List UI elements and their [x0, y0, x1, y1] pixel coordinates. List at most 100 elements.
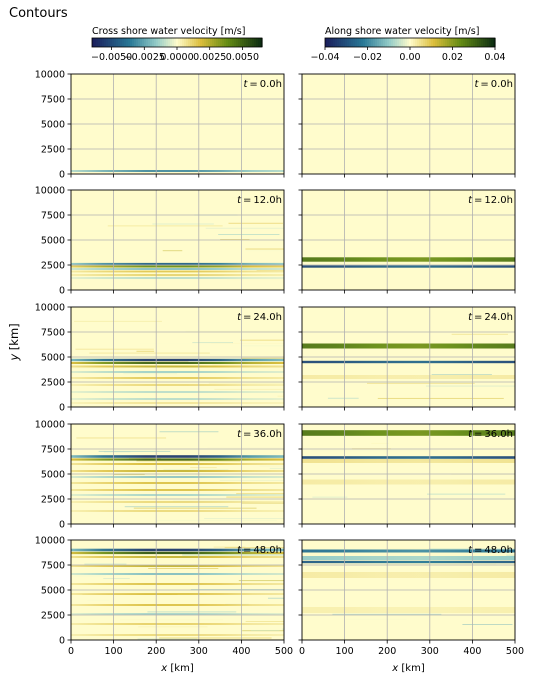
colorbar-tick-label: 0.0025 — [193, 52, 226, 63]
field-stripe — [388, 563, 496, 564]
y-tick-label: 10000 — [35, 536, 65, 547]
y-tick-label: 2500 — [41, 495, 65, 506]
field-stripe — [160, 431, 219, 432]
field-band — [71, 366, 284, 368]
panel-r4-c0: 0 100 200 300 400 500025005000750010000t = 48… — [35, 536, 344, 658]
field-stripe — [147, 611, 236, 612]
field-stripe — [346, 619, 407, 620]
field-band — [71, 170, 284, 172]
field-band — [71, 362, 284, 364]
colorbar-tick-label: 0.02 — [442, 52, 463, 63]
y-tick-label: 5000 — [41, 353, 65, 364]
field-stripe — [75, 349, 153, 350]
colorbar-cross-shore: Cross shore water velocity [m/s] −0.0050−… — [91, 26, 263, 63]
y-tick-label: 7500 — [41, 211, 65, 222]
field-stripe — [220, 480, 306, 481]
field-band — [71, 463, 284, 465]
time-annotation: t = 36.0h — [468, 429, 513, 440]
y-tick-label: 2500 — [41, 611, 65, 622]
y-tick-label: 7500 — [41, 328, 65, 339]
field-stripe — [227, 279, 285, 280]
time-annotation: t = 36.0h — [237, 429, 282, 440]
field-band — [302, 361, 515, 363]
colorbar-label: Along shore water velocity [m/s] — [325, 26, 479, 37]
field-stripe — [209, 383, 302, 384]
y-tick-label: 5000 — [41, 236, 65, 247]
field-stripe — [241, 503, 288, 504]
field-stripe — [74, 321, 162, 322]
x-tick-label: 300 — [421, 646, 439, 657]
time-annotation: t = 0.0h — [243, 79, 282, 90]
x-tick-label: 100 — [105, 646, 123, 657]
field-stripe — [371, 443, 389, 444]
panel-r1-c1: t = 12.0h — [299, 190, 516, 294]
y-tick-label: 7500 — [41, 445, 65, 456]
field-band — [302, 561, 515, 563]
field-stripe — [87, 600, 109, 601]
field-stripe — [159, 638, 271, 639]
panel-r0-c0: 025005000750010000t = 0.0h — [35, 70, 284, 181]
field-band — [302, 344, 515, 349]
field-band — [71, 583, 284, 585]
field-band — [71, 613, 284, 615]
field-band — [71, 510, 284, 512]
field-stripe — [103, 578, 129, 579]
field-stripe — [152, 224, 213, 225]
field-band — [302, 265, 515, 267]
field-stripe — [108, 225, 223, 226]
x-tick-label: 200 — [147, 646, 165, 657]
panel-r3-c1: t = 36.0h — [299, 424, 533, 528]
time-annotation: t = 0.0h — [474, 79, 513, 90]
field-band — [71, 274, 284, 276]
field-band — [71, 391, 284, 393]
field-stripe — [76, 438, 166, 439]
x-tick-label: 500 — [506, 646, 524, 657]
field-stripe — [139, 343, 232, 344]
field-stripe — [89, 353, 210, 354]
colorbar-tick-label: 0.00 — [399, 52, 420, 63]
colorbar-tick-label: 0.0000 — [160, 52, 193, 63]
field-band — [71, 634, 284, 636]
x-tick-label: 400 — [463, 646, 481, 657]
y-tick-label: 0 — [59, 403, 65, 414]
y-tick-label: 10000 — [35, 70, 65, 81]
field-band — [71, 501, 284, 503]
field-band — [71, 384, 284, 386]
field-stripe — [218, 234, 279, 235]
y-tick-label: 0 — [59, 520, 65, 531]
field-band — [302, 572, 515, 578]
field-band — [71, 604, 284, 606]
x-tick-label: 500 — [275, 646, 293, 657]
field-stripe — [148, 568, 218, 569]
field-stripe — [138, 638, 197, 639]
field-stripe — [156, 520, 277, 521]
x-tick-label: 300 — [190, 646, 208, 657]
colorbar-along-shore: Along shore water velocity [m/s]−0.04 −0.… — [310, 26, 505, 63]
time-annotation: t = 48.0h — [237, 545, 282, 556]
field-band — [71, 494, 284, 496]
x-tick-label: 100 — [336, 646, 354, 657]
field-stripe — [138, 626, 207, 627]
field-band — [302, 607, 515, 613]
field-stripe — [378, 398, 504, 399]
field-band — [71, 458, 284, 460]
y-tick-label: 0 — [59, 636, 65, 647]
field-stripe — [84, 564, 126, 565]
colorbar-tick-label: −0.04 — [310, 52, 339, 63]
field-band — [71, 489, 284, 491]
field-stripe — [452, 334, 508, 335]
field-band — [71, 402, 284, 403]
field-stripe — [367, 383, 475, 384]
x-tick-label: 0 — [299, 646, 305, 657]
field-band — [71, 556, 284, 558]
field-band — [71, 266, 284, 268]
field-stripe — [311, 450, 438, 451]
time-annotation: t = 24.0h — [237, 312, 282, 323]
y-axis-label: y [km] — [7, 323, 21, 361]
colorbar-tick-label: 0.0050 — [226, 52, 259, 63]
field-band — [302, 459, 515, 463]
field-stripe — [74, 575, 106, 576]
field-stripe — [246, 250, 282, 251]
field-band — [71, 277, 284, 279]
